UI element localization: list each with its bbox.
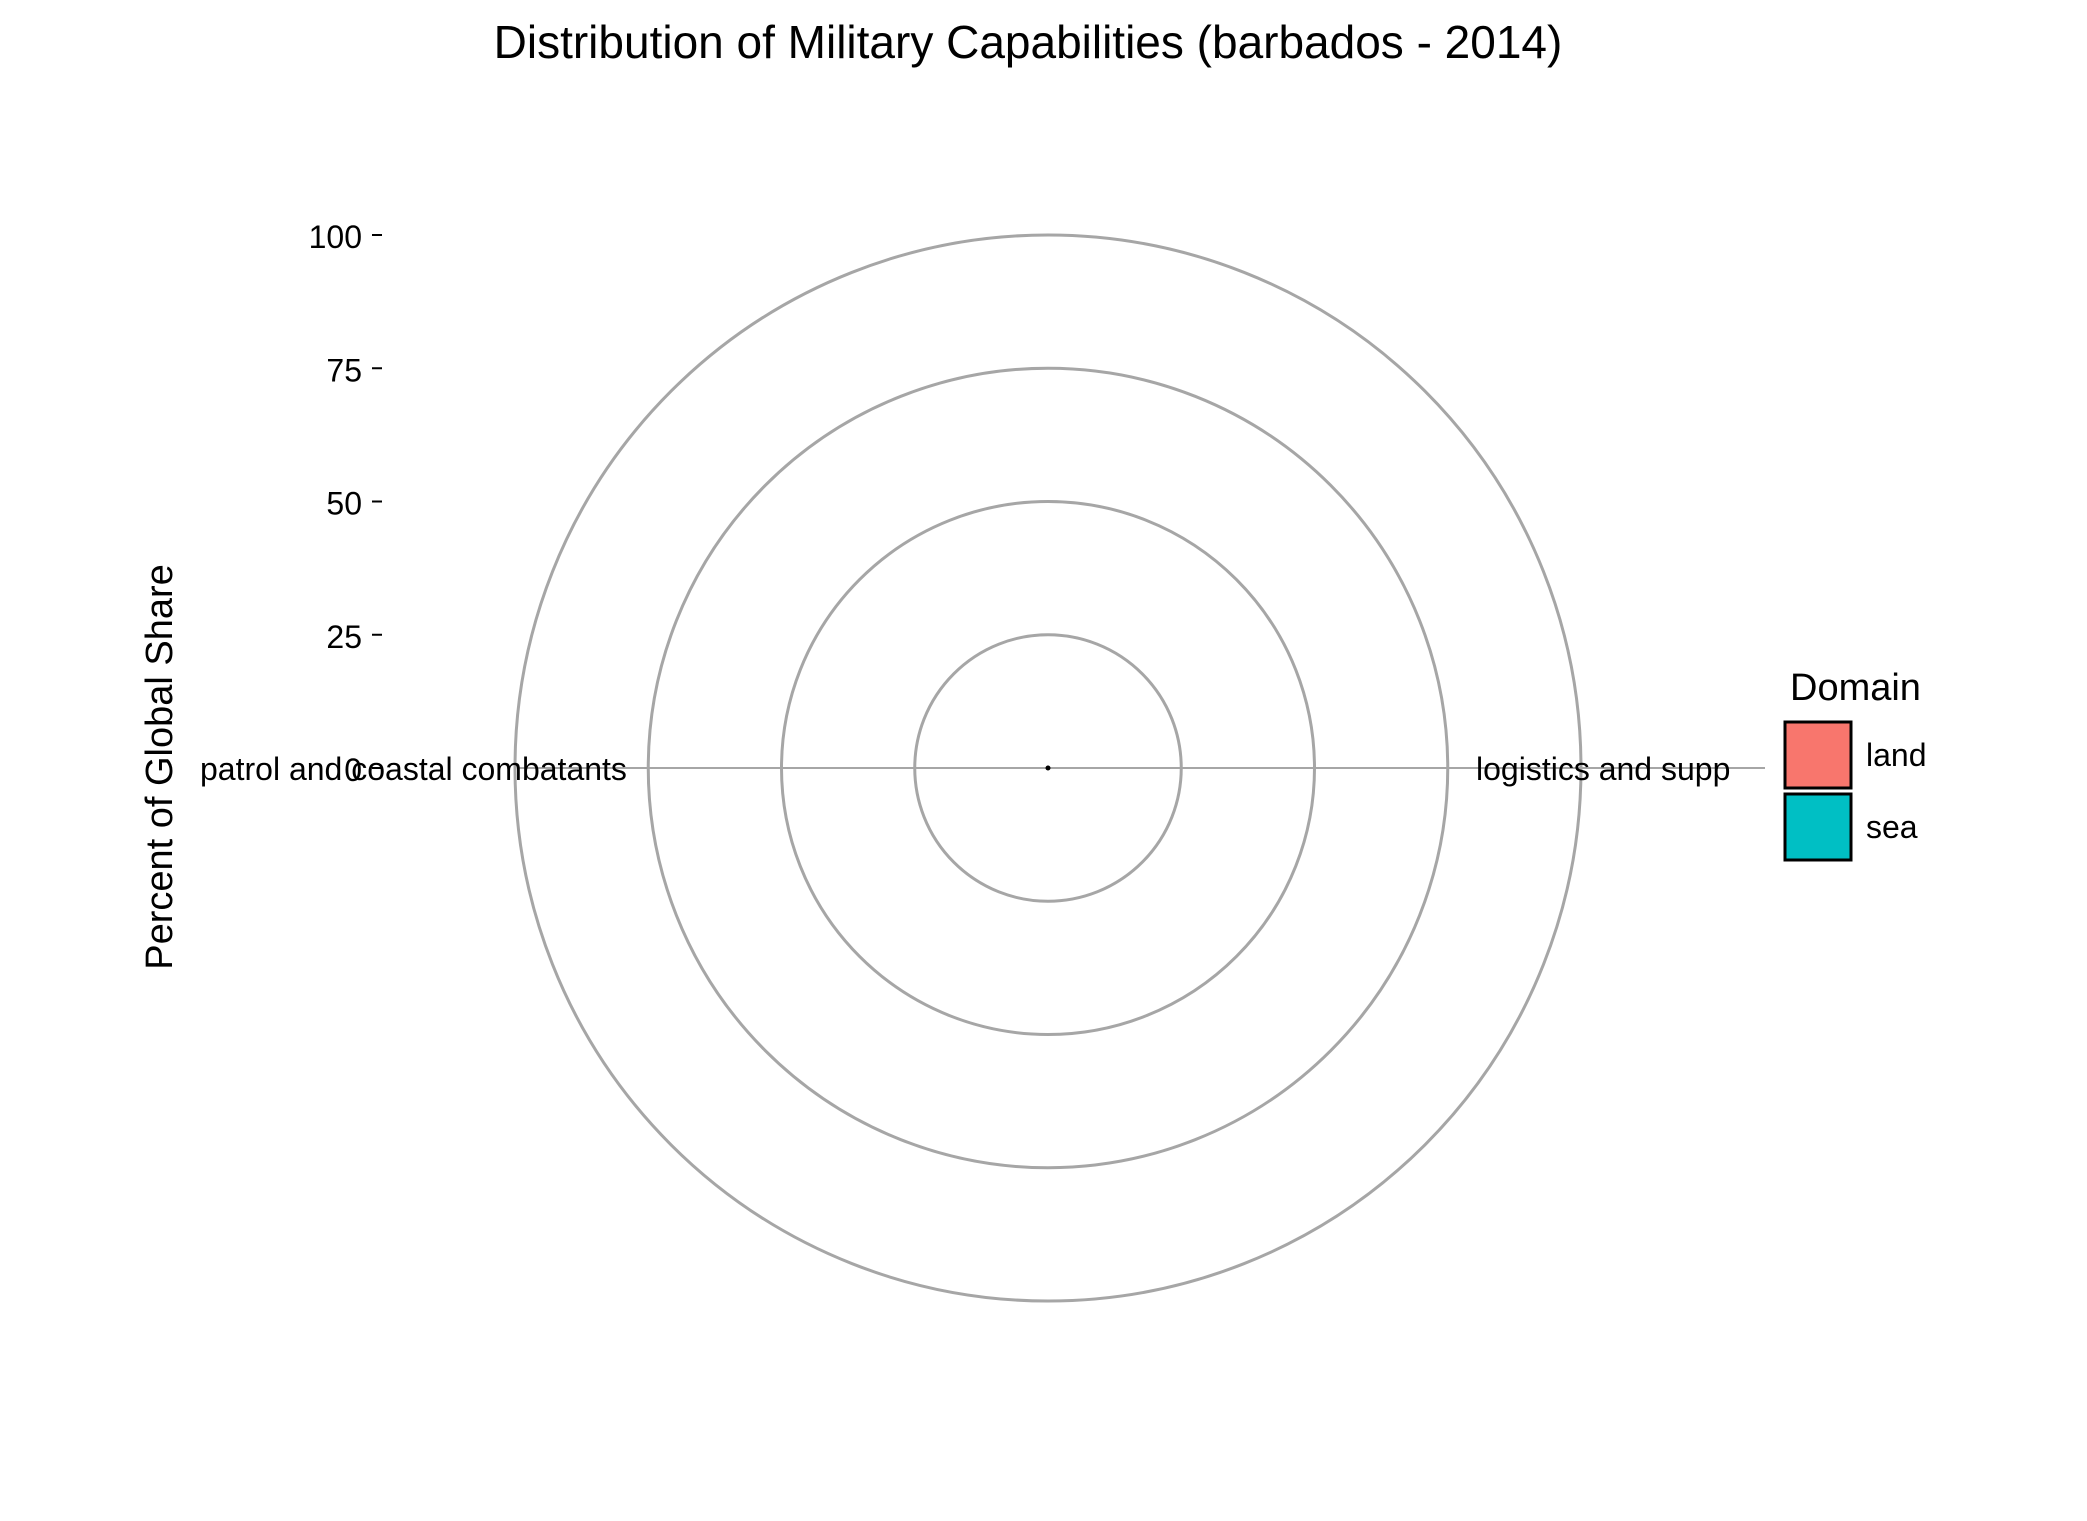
y-tick-label-0: 0 [344,752,362,788]
legend-key-land [1783,720,1853,790]
grid-layer [513,233,1765,1303]
grid-circle-50 [780,500,1316,1036]
category-label-right: logistics and supp [1476,751,1730,787]
legend: Domain land sea [1783,667,1927,862]
legend-label-sea: sea [1866,809,1918,845]
axis-layer: 100 75 50 25 0 logistics and supp patrol and c… [200,219,1730,788]
y-tick-label-50: 50 [326,486,362,522]
chart-title: Distribution of Military Capabilities (b… [494,16,1563,68]
legend-label-land: land [1866,737,1927,773]
data-point-sea [1045,765,1051,771]
grid-circle-75 [646,366,1450,1170]
grid-circle-100 [513,233,1583,1303]
legend-key-sea [1783,792,1853,862]
grid-circle-25 [913,633,1183,903]
y-tick-label-75: 75 [326,352,362,388]
y-tick-label-100: 100 [309,219,362,255]
data-layer [1045,765,1051,771]
legend-title: Domain [1790,667,1921,709]
y-tick-label-25: 25 [326,619,362,655]
category-label-left: patrol and coastal combatants [200,751,627,787]
y-axis-label: Percent of Global Share [139,564,181,970]
